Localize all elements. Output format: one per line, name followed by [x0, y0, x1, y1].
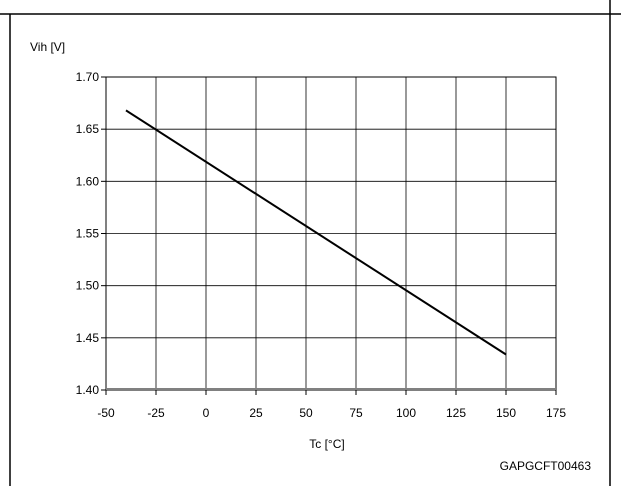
x-tick-label: 175 [546, 406, 566, 420]
x-tick-label: 125 [446, 406, 466, 420]
plot-series [125, 109, 507, 356]
x-tick-label: 0 [203, 406, 210, 420]
x-tick-label: 50 [299, 406, 313, 420]
y-tick-labels: 1.40 1.45 1.50 1.55 1.60 1.65 1.70 [76, 70, 106, 397]
y-tick-label: 1.60 [76, 174, 100, 188]
x-tick-labels: -50 -25 0 25 50 75 100 125 150 175 [97, 390, 566, 420]
y-tick-label: 1.50 [76, 279, 100, 293]
x-tick-label: -50 [97, 406, 115, 420]
x-tick-label: 25 [249, 406, 263, 420]
x-tick-label: 150 [496, 406, 516, 420]
y-tick-label: 1.65 [76, 122, 100, 136]
y-tick-label: 1.55 [76, 227, 100, 241]
figure-code: GAPGCFT00463 [500, 459, 592, 473]
x-tick-label: 100 [396, 406, 416, 420]
y-axis-title: Vih [V] [30, 40, 65, 54]
y-tick-label: 1.45 [76, 331, 100, 345]
x-tick-label: 75 [349, 406, 363, 420]
y-tick-label: 1.40 [76, 383, 100, 397]
y-tick-label: 1.70 [76, 70, 100, 84]
x-axis-title: Tc [°C] [309, 437, 344, 451]
series-line [125, 109, 507, 356]
x-tick-label: -25 [147, 406, 165, 420]
